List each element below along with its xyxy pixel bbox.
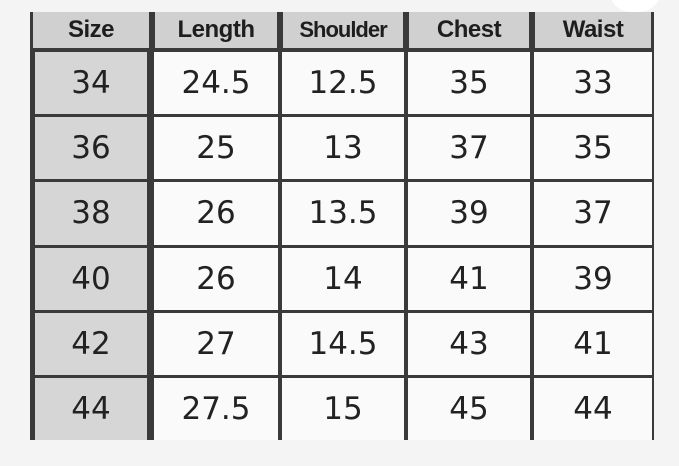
shoulder-cell: 12.5: [280, 52, 406, 118]
waist-cell: 44: [532, 377, 654, 440]
length-cell: 25: [152, 117, 280, 183]
chest-cell: 37: [406, 117, 532, 183]
table-row: 34 24.5 12.5 35 33: [30, 52, 654, 118]
header-length: Length: [152, 12, 280, 52]
header-waist: Waist: [532, 12, 654, 52]
waist-cell: 33: [532, 52, 654, 118]
size-cell: 40: [30, 247, 152, 313]
size-cell: 36: [30, 117, 152, 183]
table-row: 40 26 14 41 39: [30, 247, 654, 313]
waist-cell: 37: [532, 182, 654, 248]
corner-badge: [609, 0, 661, 12]
length-cell: 24.5: [152, 52, 280, 118]
table-row: 42 27 14.5 43 41: [30, 312, 654, 378]
chest-cell: 35: [406, 52, 532, 118]
size-cell: 34: [30, 52, 152, 118]
header-row: Size Length Shoulder Chest Waist: [30, 12, 654, 52]
size-cell: 44: [30, 377, 152, 440]
chest-cell: 39: [406, 182, 532, 248]
header-chest: Chest: [406, 12, 532, 52]
size-table: Size Length Shoulder Chest Waist 34 24.5…: [30, 12, 654, 440]
table-row: 36 25 13 37 35: [30, 117, 654, 183]
waist-cell: 35: [532, 117, 654, 183]
table-row: 38 26 13.5 39 37: [30, 182, 654, 248]
length-cell: 26: [152, 182, 280, 248]
shoulder-cell: 15: [280, 377, 406, 440]
shoulder-cell: 14.5: [280, 312, 406, 378]
size-chart: Size Length Shoulder Chest Waist 34 24.5…: [30, 12, 654, 440]
header-shoulder: Shoulder: [280, 12, 406, 52]
chest-cell: 41: [406, 247, 532, 313]
shoulder-cell: 14: [280, 247, 406, 313]
shoulder-cell: 13: [280, 117, 406, 183]
size-cell: 38: [30, 182, 152, 248]
shoulder-cell: 13.5: [280, 182, 406, 248]
chest-cell: 45: [406, 377, 532, 440]
waist-cell: 39: [532, 247, 654, 313]
header-size: Size: [30, 12, 152, 52]
length-cell: 26: [152, 247, 280, 313]
length-cell: 27: [152, 312, 280, 378]
length-cell: 27.5: [152, 377, 280, 440]
waist-cell: 41: [532, 312, 654, 378]
chest-cell: 43: [406, 312, 532, 378]
size-cell: 42: [30, 312, 152, 378]
table-row: 44 27.5 15 45 44: [30, 377, 654, 440]
